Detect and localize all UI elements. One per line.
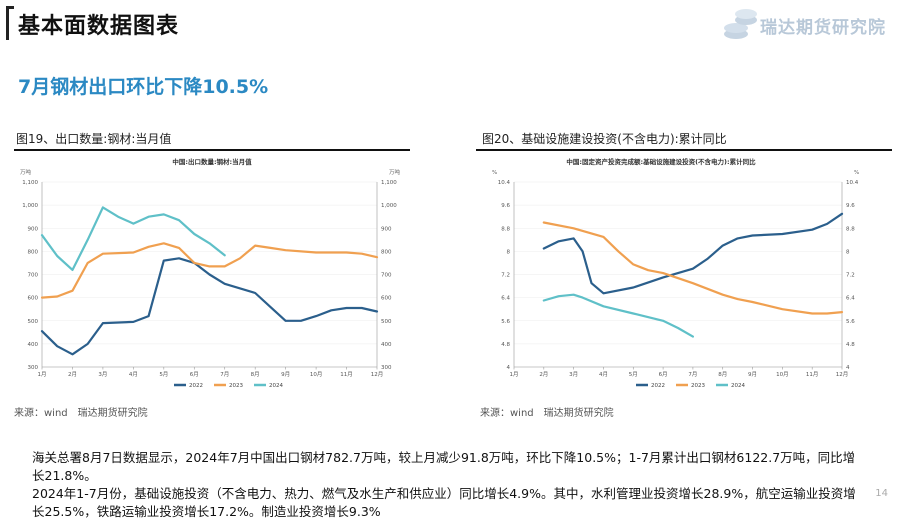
c2-x-tick-label: 9月 [748, 371, 757, 378]
c2-chart-title: 中国:固定资产投资完成额:基础设施建设投资(不含电力):累计同比 [566, 157, 756, 166]
c2-right-tick-label: 8 [846, 249, 850, 255]
c2-legend-label-2022: 2022 [651, 383, 665, 389]
c1-left-tick-label: 700 [28, 273, 39, 279]
c1-right-tick-label: 500 [381, 319, 392, 325]
c2-series-2023-line [542, 221, 844, 315]
body-paragraph-1: 海关总署8月7日数据显示，2024年7月中国出口钢材782.7万吨，较上月减少9… [32, 450, 856, 483]
fig19-caption: 图19、出口数量:钢材:当月值 [16, 132, 172, 146]
c2-series-2024-line [542, 293, 694, 338]
c2-x-tick-label: 8月 [718, 371, 727, 378]
c2-left-tick-label: 9.6 [501, 203, 510, 209]
c2-left-tick-label: 10.4 [498, 180, 511, 186]
c1-x-tick-label: 6月 [190, 371, 199, 378]
c1-right-tick-label: 300 [381, 365, 392, 371]
c2-left-tick-label: 4 [507, 365, 511, 371]
c2-x-tick-label: 10月 [776, 371, 789, 378]
c2-right-tick-label: 6.4 [846, 296, 855, 302]
headline: 7月钢材出口环比下降10.5% [18, 76, 269, 98]
c2-left-tick-label: 4.8 [501, 342, 510, 348]
c2-x-tick-label: 12月 [836, 371, 849, 378]
c1-left-tick-label: 1,000 [22, 203, 38, 209]
page-number: 14 [875, 488, 888, 499]
source-note-1: 来源：wind 瑞达期货研究院 [14, 408, 148, 419]
c1-right-tick-label: 800 [381, 249, 392, 255]
c1-x-tick-label: 9月 [281, 371, 290, 378]
c1-x-tick-label: 1月 [38, 371, 47, 378]
c2-left-unit-label: % [492, 170, 497, 176]
c2-right-tick-label: 4 [846, 365, 850, 371]
c1-left-tick-label: 400 [28, 342, 39, 348]
c1-right-tick-label: 1,000 [381, 203, 397, 209]
c1-x-tick-label: 5月 [159, 371, 168, 378]
c1-x-tick-label: 7月 [220, 371, 229, 378]
c1-legend-label-2023: 2023 [229, 383, 243, 389]
chart-infra-investment: 中国:固定资产投资完成额:基础设施建设投资(不含电力):累计同比%% 4 4 4.8 4… [476, 149, 892, 398]
c1-series-2023-line [40, 242, 379, 299]
body-paragraph-2: 2024年1-7月份，基础设施投资（不含电力、热力、燃气及水生产和供应业）同比增… [32, 486, 856, 519]
c1-chart-title: 中国:出口数量:钢材:当月值 [172, 157, 252, 166]
c2-x-tick-label: 11月 [806, 371, 819, 378]
c2-x-tick-label: 5月 [629, 371, 638, 378]
c1-x-tick-label: 10月 [310, 371, 323, 378]
c1-series-2022-line [40, 257, 379, 356]
fig20-caption: 图20、基础设施建设投资(不含电力):累计同比 [482, 132, 727, 146]
chart-steel-exports: 中国:出口数量:钢材:当月值万吨 万吨 300 300 400 400 500 500 600 6… [14, 149, 410, 398]
c1-left-tick-label: 800 [28, 249, 39, 255]
c1-series-2024-line [40, 206, 226, 271]
c2-right-tick-label: 9.6 [846, 203, 855, 209]
source-note-2: 来源：wind 瑞达期货研究院 [480, 408, 614, 419]
c2-x-tick-label: 7月 [688, 371, 697, 378]
coin-stack-icon [724, 9, 757, 39]
page-title: 基本面数据图表 [18, 14, 180, 39]
c1-right-tick-label: 400 [381, 342, 392, 348]
c1-x-tick-label: 11月 [340, 371, 353, 378]
logo-text: 瑞达期货研究院 [760, 18, 886, 38]
c2-right-tick-label: 8.8 [846, 226, 855, 232]
c2-legend-label-2023: 2023 [691, 383, 705, 389]
c1-left-tick-label: 300 [28, 365, 39, 371]
c2-x-tick-label: 1月 [510, 371, 519, 378]
c1-legend-label-2024: 2024 [269, 383, 283, 389]
c2-series-2022-line [542, 212, 844, 295]
c1-right-tick-label: 900 [381, 226, 392, 232]
c2-left-tick-label: 6.4 [501, 296, 510, 302]
brand-logo: 瑞达期货研究院 [722, 4, 892, 44]
c1-x-tick-label: 12月 [371, 371, 384, 378]
c1-right-tick-label: 700 [381, 273, 392, 279]
c1-right-tick-label: 1,100 [381, 180, 397, 186]
c2-right-tick-label: 7.2 [846, 273, 855, 279]
c1-x-tick-label: 4月 [129, 371, 138, 378]
c1-x-tick-label: 3月 [98, 371, 107, 378]
c2-left-tick-label: 8 [507, 249, 511, 255]
c2-x-tick-label: 3月 [569, 371, 578, 378]
c2-x-tick-label: 6月 [659, 371, 668, 378]
c2-right-tick-label: 5.6 [846, 319, 855, 325]
c1-left-tick-label: 1,100 [22, 180, 38, 186]
c1-x-tick-label: 2月 [68, 371, 77, 378]
c2-left-tick-label: 8.8 [501, 226, 510, 232]
c1-left-tick-label: 900 [28, 226, 39, 232]
title-bracket [6, 6, 14, 40]
c1-right-tick-label: 600 [381, 296, 392, 302]
c1-left-unit-label: 万吨 [20, 168, 32, 176]
c2-right-unit-label: % [854, 170, 859, 176]
c1-left-tick-label: 500 [28, 319, 39, 325]
chart-infra-investment-svg: 中国:固定资产投资完成额:基础设施建设投资(不含电力):累计同比% % 4 4 4.8 4… [492, 157, 859, 389]
c2-right-tick-label: 4.8 [846, 342, 855, 348]
c2-legend-label-2024: 2024 [731, 383, 745, 389]
c1-legend-label-2022: 2022 [189, 383, 203, 389]
c1-left-tick-label: 600 [28, 296, 39, 302]
c1-x-tick-label: 8月 [251, 371, 260, 378]
c2-left-tick-label: 5.6 [501, 319, 510, 325]
c1-right-unit-label: 万吨 [389, 168, 401, 176]
c2-x-tick-label: 2月 [539, 371, 548, 378]
c2-left-tick-label: 7.2 [501, 273, 510, 279]
c2-right-tick-label: 10.4 [846, 180, 859, 186]
c2-x-tick-label: 4月 [599, 371, 608, 378]
